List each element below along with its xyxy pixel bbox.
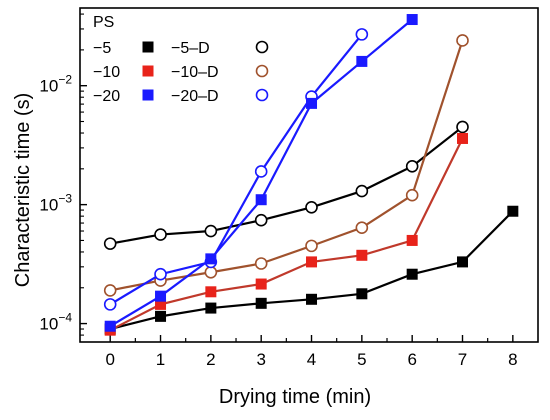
data-point	[154, 228, 167, 241]
data-point	[406, 14, 418, 26]
data-point	[457, 256, 469, 268]
legend: PS −5 −10 −20 −5–D −10–D −20–D	[93, 14, 269, 105]
data-point	[154, 267, 167, 281]
data-point	[205, 253, 217, 265]
data-point	[356, 288, 368, 300]
x-tick-label: 2	[206, 350, 215, 369]
x-tick-label: 8	[508, 350, 517, 369]
data-point	[254, 257, 268, 270]
series-line	[109, 210, 514, 331]
data-point	[406, 268, 418, 280]
x-tick-label: 4	[307, 350, 316, 369]
data-point	[205, 302, 217, 314]
legend-label: −5–D	[171, 40, 210, 57]
data-point	[204, 224, 218, 238]
legend-marker	[255, 64, 269, 78]
data-point	[104, 320, 116, 332]
x-tick-label: 5	[357, 350, 366, 369]
legend-label: −10	[93, 64, 120, 81]
series-line	[109, 33, 363, 306]
legend-label: −5	[93, 40, 111, 57]
data-point	[254, 165, 268, 178]
series-line	[109, 137, 464, 332]
data-point	[255, 297, 267, 309]
y-axis-title: Characteristic time (s)	[12, 93, 34, 287]
data-point	[457, 132, 469, 144]
data-point	[305, 200, 318, 214]
data-point	[103, 284, 117, 297]
series-0	[104, 205, 519, 335]
x-tick-label: 0	[105, 350, 114, 369]
data-point	[205, 286, 217, 298]
series-line	[110, 126, 464, 245]
data-point	[155, 310, 167, 322]
data-point	[155, 290, 167, 302]
series-4	[103, 34, 469, 297]
data-point	[254, 213, 268, 227]
data-point	[356, 55, 368, 67]
legend-label: −10–D	[171, 64, 219, 81]
y-tick-label: 10−4	[39, 311, 72, 334]
axis-ticks: 0 1 2 3 4 5 6 7 8 10−4 10−3 10−2	[39, 13, 518, 369]
data-point	[355, 28, 369, 41]
legend-marker	[142, 89, 154, 101]
data-point	[406, 234, 418, 246]
data-point	[305, 239, 318, 253]
data-point	[456, 34, 469, 47]
data-point	[103, 237, 117, 250]
data-point	[306, 293, 318, 305]
data-point	[405, 160, 419, 173]
series-line	[109, 40, 464, 292]
legend-label: −20	[93, 88, 120, 105]
legend-marker	[142, 65, 154, 77]
series-layer	[103, 14, 519, 336]
y-tick-label: 10−3	[39, 192, 72, 215]
x-tick-label: 1	[156, 350, 165, 369]
x-axis-title: Drying time (min)	[219, 386, 371, 408]
data-point	[356, 249, 368, 261]
data-point	[255, 194, 267, 206]
y-tick-label: 10−2	[39, 73, 72, 96]
legend-marker	[255, 40, 269, 54]
x-tick-label: 6	[407, 350, 416, 369]
series-3	[103, 120, 469, 250]
legend-marker	[142, 41, 154, 53]
data-point	[456, 120, 469, 134]
series-2	[104, 14, 418, 332]
data-point	[507, 205, 519, 217]
legend-label: −20–D	[171, 88, 219, 105]
data-point	[255, 278, 267, 290]
legend-title: PS	[93, 14, 114, 31]
plot-area	[79, 7, 539, 343]
x-tick-label: 7	[458, 350, 467, 369]
data-point	[103, 298, 117, 311]
data-point	[355, 184, 369, 198]
series-1	[104, 132, 469, 336]
plot-frame	[79, 7, 539, 343]
data-point	[306, 256, 318, 268]
data-point	[355, 221, 369, 234]
legend-marker	[255, 88, 269, 102]
x-tick-label: 3	[256, 350, 265, 369]
data-point	[306, 97, 318, 109]
data-point	[204, 265, 218, 279]
data-point	[405, 188, 419, 202]
